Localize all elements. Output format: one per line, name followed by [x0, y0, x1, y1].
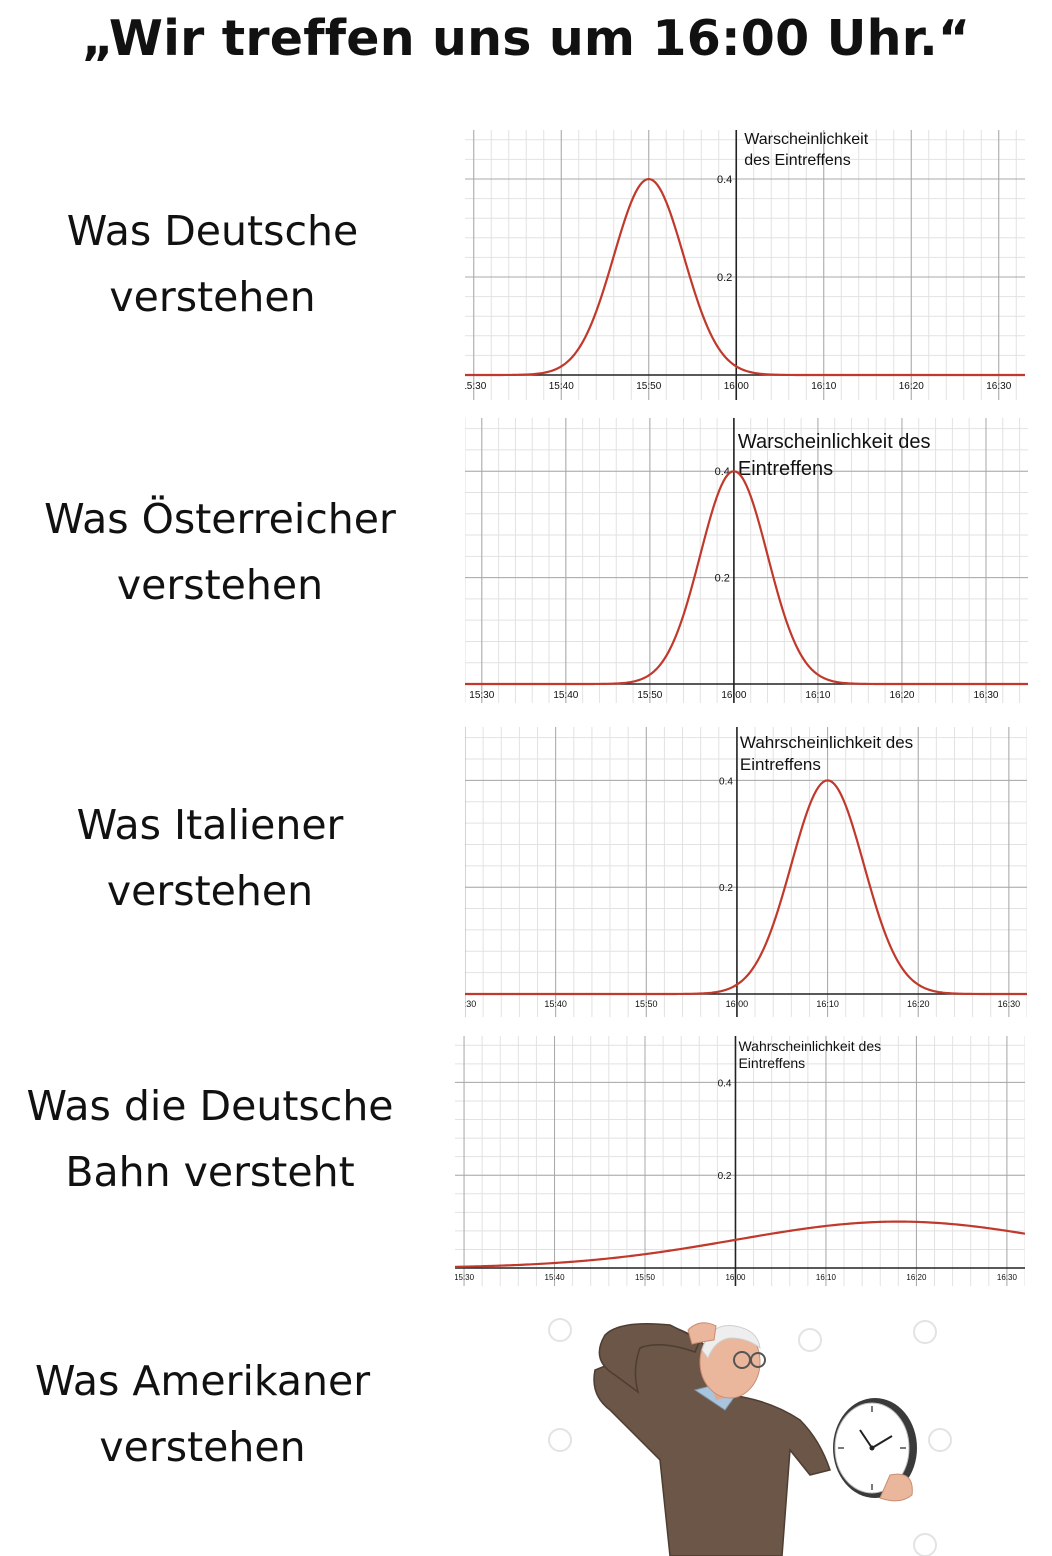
- x-tick-label: 15:30: [465, 999, 476, 1009]
- x-tick-label: 16:00: [725, 1273, 746, 1282]
- row-label-line: Was Österreicher: [44, 495, 396, 543]
- y-axis-title: Eintreffens: [738, 1055, 805, 1071]
- y-tick-label: 0.2: [717, 272, 732, 284]
- x-tick-label: 16:20: [889, 690, 914, 701]
- x-tick-label: 15:30: [465, 381, 487, 392]
- row-label-germans: Was Deutsche verstehen: [30, 198, 395, 330]
- row-label-deutsche-bahn: Was die Deutsche Bahn versteht: [20, 1073, 400, 1205]
- x-tick-label: 16:20: [906, 1273, 927, 1282]
- series-line: [465, 470, 1028, 686]
- row-label-line: Was die Deutsche: [26, 1082, 394, 1130]
- series-line: [465, 779, 1027, 996]
- row-label-line: verstehen: [106, 867, 314, 915]
- y-axis-title: Warscheinlichkeit des: [738, 431, 931, 453]
- x-tick-label: 16:10: [805, 690, 830, 701]
- x-tick-label: 16:30: [973, 690, 998, 701]
- x-tick-label: 16:10: [816, 999, 839, 1009]
- series-line: [465, 177, 1025, 377]
- row-label-line: Was Amerikaner: [34, 1357, 371, 1405]
- x-tick-label: 15:40: [553, 690, 578, 701]
- y-axis-title: Eintreffens: [738, 458, 833, 480]
- y-tick-label: 0.4: [719, 776, 733, 787]
- chart-germans: 15:30 15:40 15:50 16:00 16:10 16:20 16:30 0.2 0.…: [465, 130, 1025, 400]
- x-tick-label: 16:30: [986, 381, 1011, 392]
- page-title: „Wir treffen uns um 16:00 Uhr.“: [81, 10, 971, 67]
- y-axis-title: Wahrscheinlichkeit des: [740, 733, 913, 752]
- x-tick-label: 15:30: [455, 1273, 475, 1282]
- x-tick-label: 15:50: [637, 690, 662, 701]
- y-axis-title: Warscheinlichkeit: [744, 131, 868, 148]
- y-tick-label: 0.2: [715, 573, 730, 585]
- chart-italians: 15:30 15:40 15:50 16:00 16:10 16:20 16:30 0.2 0.…: [465, 727, 1027, 1017]
- x-tick-label: 16:30: [997, 1273, 1018, 1282]
- x-tick-label: 16:00: [724, 381, 749, 392]
- clock-icon: [833, 1398, 917, 1498]
- confused-man-with-clock-illustration: [520, 1300, 1000, 1556]
- chart-austrians: 15:30 15:40 15:50 16:00 16:10 16:20 16:300.20.…: [465, 418, 1028, 703]
- y-axis-title: Eintreffens: [740, 755, 821, 774]
- row-label-line: Was Deutsche: [66, 207, 359, 255]
- row-label-line: verstehen: [109, 273, 316, 321]
- x-tick-label: 16:00: [721, 690, 746, 701]
- series-line: [455, 1220, 1025, 1268]
- x-tick-label: 15:50: [635, 1273, 656, 1282]
- watermark-icon: [548, 1318, 952, 1556]
- chart-deutsche-bahn: 15:30 15:40 15:50 16:00 16:10 16:20 16:30 0.2 0.…: [455, 1036, 1025, 1286]
- y-axis-title: des Eintreffens: [744, 152, 850, 169]
- row-label-austrians: Was Österreicher verstehen: [30, 486, 410, 618]
- x-tick-label: 16:20: [899, 381, 924, 392]
- y-tick-label: 0.4: [718, 1078, 732, 1089]
- x-tick-label: 15:40: [544, 999, 567, 1009]
- x-tick-label: 15:40: [545, 1273, 566, 1282]
- y-tick-label: 0.2: [719, 883, 733, 894]
- y-tick-label: 0.2: [718, 1171, 732, 1182]
- row-label-italians: Was Italiener verstehen: [30, 792, 390, 924]
- row-label-line: Bahn versteht: [65, 1148, 355, 1196]
- x-tick-label: 15:30: [469, 690, 494, 701]
- row-label-line: Was Italiener: [76, 801, 344, 849]
- x-tick-label: 15:50: [635, 999, 658, 1009]
- x-tick-label: 16:10: [811, 381, 836, 392]
- x-tick-label: 16:20: [907, 999, 930, 1009]
- row-label-line: verstehen: [99, 1423, 306, 1471]
- x-tick-label: 16:30: [998, 999, 1021, 1009]
- y-tick-label: 0.4: [717, 174, 732, 186]
- y-axis-title: Wahrscheinlichkeit des: [738, 1038, 881, 1054]
- x-tick-label: 16:10: [816, 1273, 837, 1282]
- x-tick-label: 16:00: [726, 999, 749, 1009]
- row-label-americans: Was Amerikaner verstehen: [20, 1348, 385, 1480]
- x-tick-label: 15:40: [549, 381, 574, 392]
- x-tick-label: 15:50: [636, 381, 661, 392]
- row-label-line: verstehen: [116, 561, 324, 609]
